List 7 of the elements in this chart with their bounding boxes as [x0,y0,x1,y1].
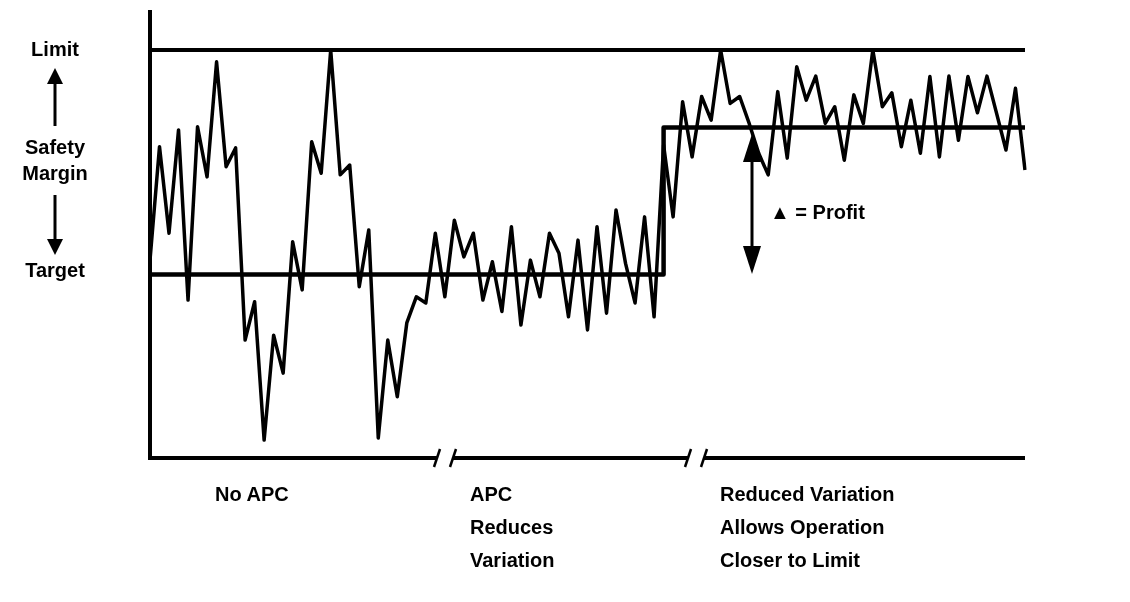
text: No APC [215,482,289,505]
text: Safety Margin [22,135,88,184]
text: Reduced Variation Allows Operation Closer to Limit [720,482,895,571]
ref-line-label: Limit [31,37,80,60]
annotation: ▲ = Profit [770,200,866,223]
text: APC Reduces Variation [470,482,555,571]
text: Target [25,258,86,281]
